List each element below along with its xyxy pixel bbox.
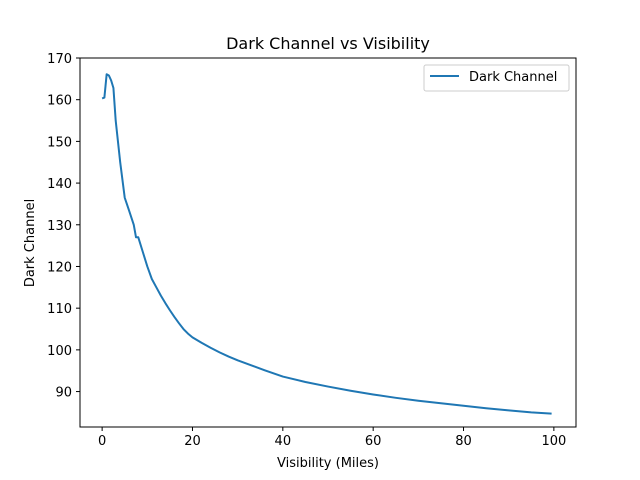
x-tick-label: 0 xyxy=(98,434,106,449)
y-tick-label: 120 xyxy=(47,260,72,275)
legend-label: Dark Channel xyxy=(469,70,557,85)
plot-frame xyxy=(79,57,577,428)
x-tick-label: 80 xyxy=(455,434,472,449)
y-tick-label: 160 xyxy=(47,94,72,109)
y-tick-label: 130 xyxy=(47,219,72,234)
y-tick-label: 100 xyxy=(47,344,72,359)
legend-box xyxy=(423,64,570,92)
series-layer xyxy=(101,73,552,415)
y-tick-label: 110 xyxy=(47,302,72,317)
y-tick-label: 140 xyxy=(47,177,72,192)
x-axis: 0 20 40 60 80 100 xyxy=(98,427,566,449)
x-tick-label: 60 xyxy=(365,434,382,449)
chart-title: Dark Channel vs Visibility xyxy=(226,34,430,53)
series-line-dark-channel xyxy=(101,73,552,415)
y-tick-label: 170 xyxy=(47,52,72,67)
y-tick-label: 90 xyxy=(55,386,72,401)
x-tick-label: 20 xyxy=(184,434,201,449)
x-axis-label: Visibility (Miles) xyxy=(277,456,379,471)
plot-area xyxy=(79,57,577,428)
x-tick-label: 100 xyxy=(541,434,566,449)
legend: Dark Channel xyxy=(423,64,570,92)
y-axis: 90 100 110 120 130 140 150 160 170 xyxy=(47,52,80,401)
y-axis-label: Dark Channel xyxy=(23,199,38,287)
y-tick-label: 150 xyxy=(47,135,72,150)
x-tick-label: 40 xyxy=(275,434,292,449)
